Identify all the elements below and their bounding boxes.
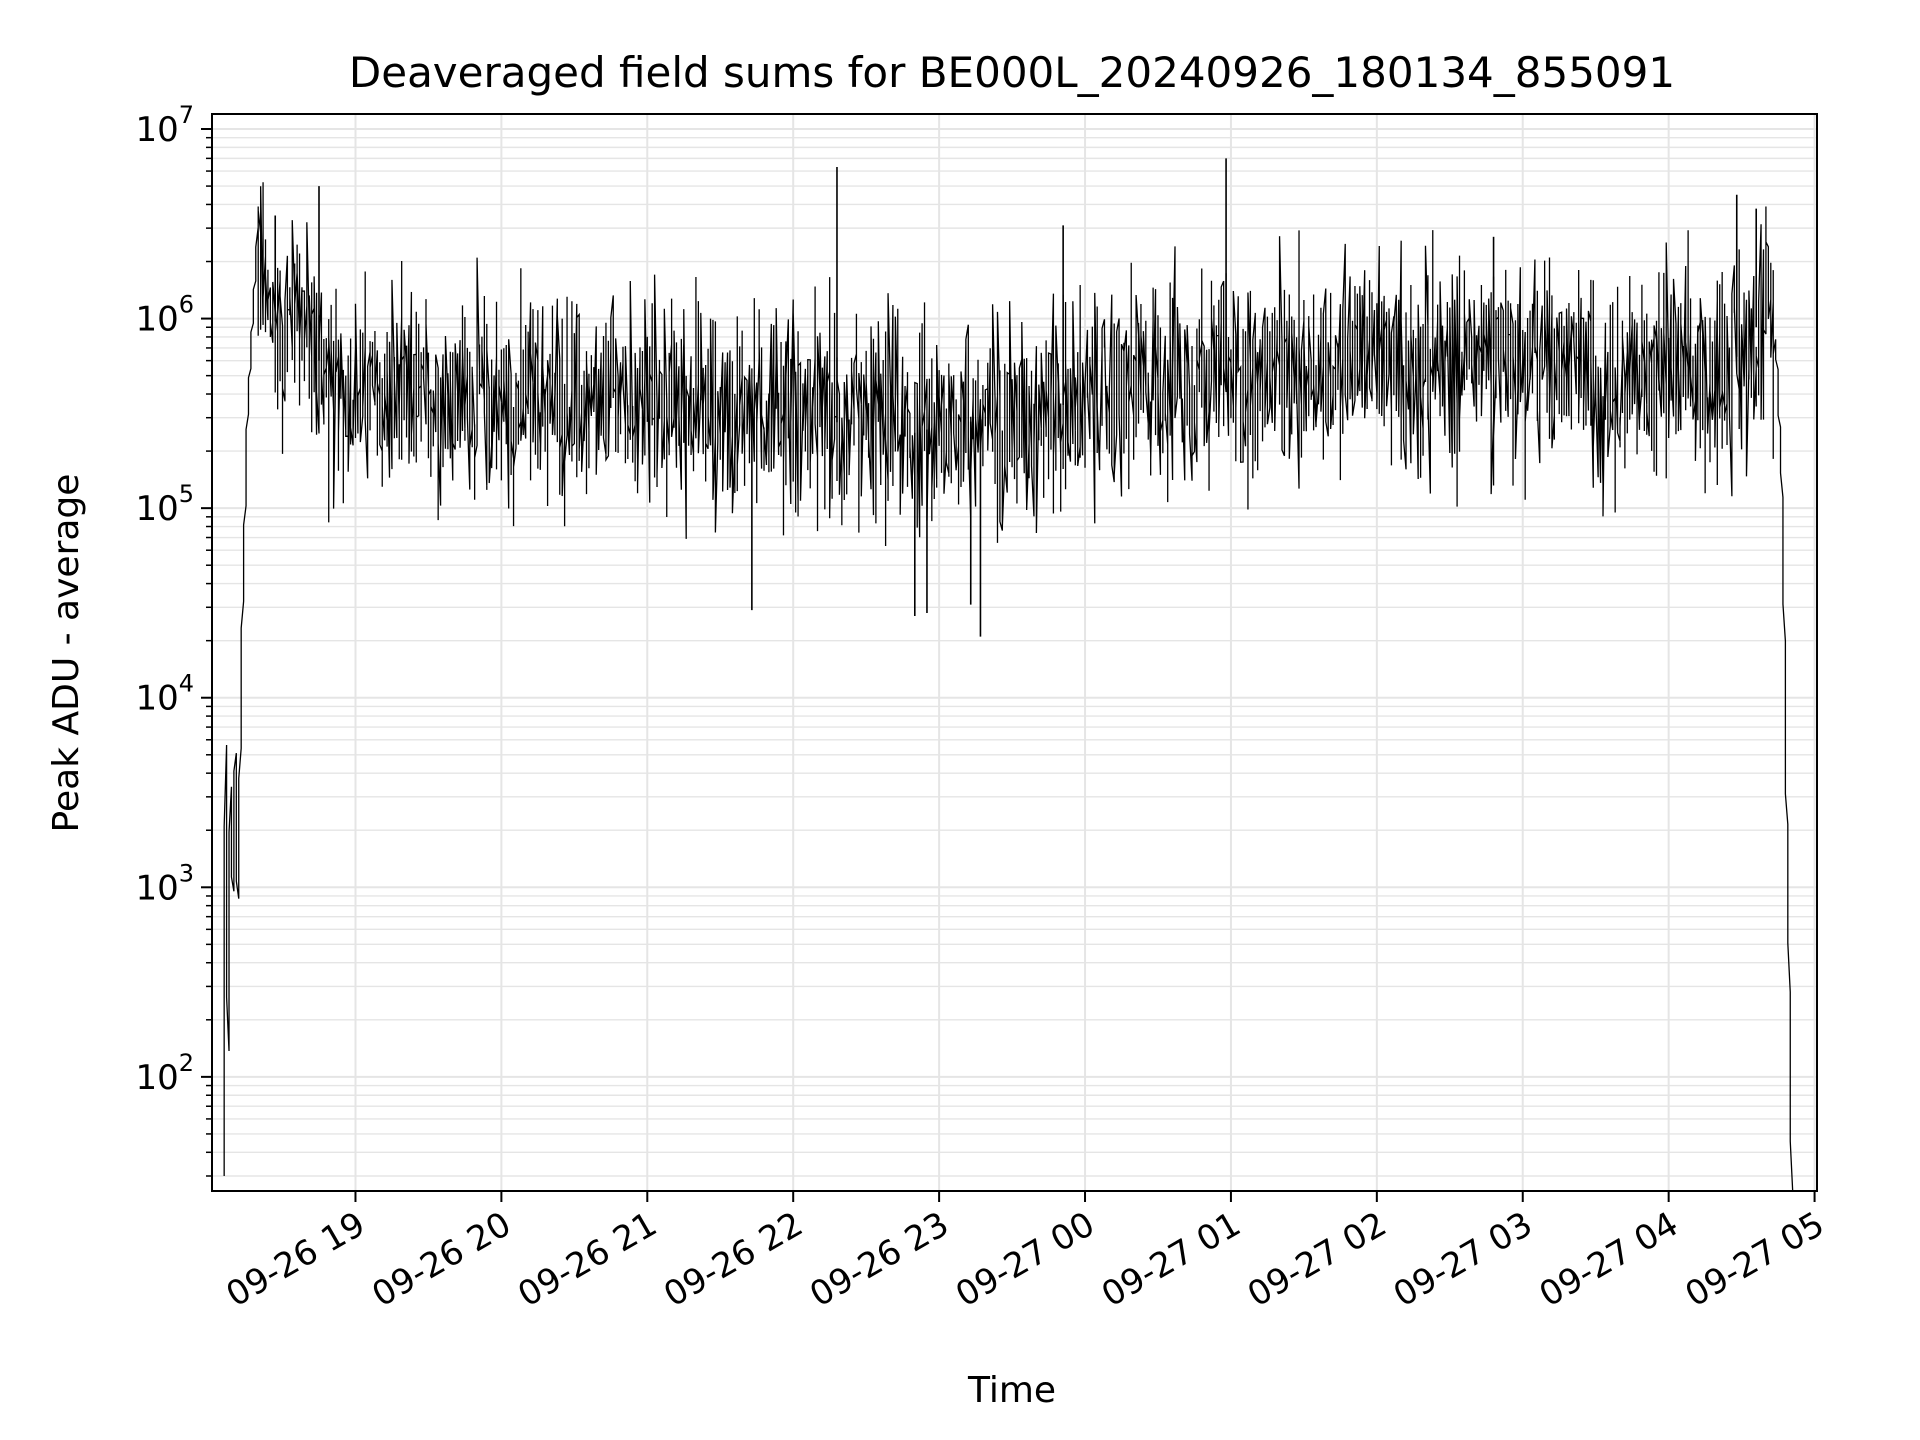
y-axis: 102 103 104 105 106 107 <box>135 101 212 1177</box>
plot-frame <box>211 113 1818 1192</box>
y-tick-label: 105 <box>135 480 194 529</box>
series-line <box>223 182 1794 1192</box>
y-tick-label: 103 <box>135 859 194 908</box>
y-tick-label: 106 <box>135 291 194 340</box>
y-axis-label: Peak ADU - average <box>46 474 87 833</box>
chart-title: Deaveraged field sums for BE000L_2024092… <box>349 48 1675 97</box>
plot-area <box>223 158 1794 1192</box>
y-tick-label: 102 <box>135 1049 194 1098</box>
y-tick-label: 104 <box>135 670 194 719</box>
x-axis-label: Time <box>967 1370 1056 1411</box>
y-tick-label: 107 <box>135 101 194 150</box>
